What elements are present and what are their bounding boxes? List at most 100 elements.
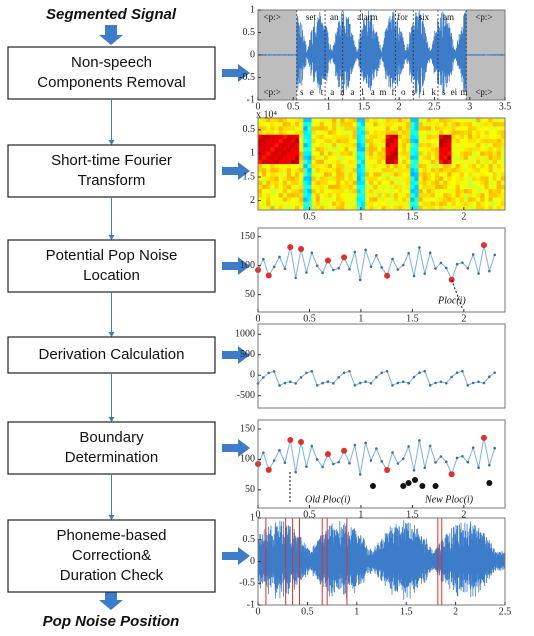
- spectrogram-cell: [472, 134, 477, 140]
- spectrogram-cell: [315, 176, 321, 182]
- series-point: [471, 381, 475, 385]
- spectrogram-cell: [484, 134, 490, 140]
- spectrogram-cell: [455, 159, 461, 165]
- spectrogram-cell: [439, 193, 444, 198]
- spectrogram-cell: [476, 134, 481, 140]
- spectrogram-cell: [299, 130, 304, 136]
- series-point: [444, 266, 448, 270]
- spectrogram-cell: [476, 205, 481, 211]
- spectrogram-cell: [410, 126, 415, 132]
- spectrogram-cell: [463, 159, 469, 165]
- spectrogram-cell: [439, 164, 444, 169]
- spectrogram-cell: [418, 189, 424, 194]
- spectrogram-cell: [406, 193, 411, 198]
- spectrogram-cell: [340, 143, 345, 148]
- spectrogram-cell: [467, 138, 473, 144]
- spectrogram-cell: [344, 147, 350, 152]
- spectrogram-cell: [496, 138, 502, 144]
- spectrogram-cell: [496, 201, 502, 207]
- spectrogram-cell: [282, 155, 288, 161]
- spectrogram-cell: [488, 138, 494, 144]
- spectrogram-cell: [315, 147, 321, 152]
- spectrogram-cell: [463, 147, 469, 152]
- spectrogram-cell: [422, 164, 428, 169]
- spectrogram-cell: [360, 164, 366, 169]
- spectrogram-cell: [484, 184, 490, 190]
- plot-content: Old Ploc(i) New Ploc(i): [255, 434, 497, 505]
- spectrogram-cell: [315, 168, 321, 173]
- spectrogram-cell: [459, 205, 465, 211]
- x-tick-label: 3.5: [499, 101, 512, 112]
- spectrogram-cell: [439, 184, 444, 190]
- spectrogram-cell: [385, 151, 391, 157]
- spectrogram-cell: [323, 193, 329, 198]
- spectrogram-cell: [385, 164, 391, 169]
- spectrogram-cell: [344, 205, 350, 211]
- spectrogram-cell: [443, 147, 448, 152]
- spectrogram-cell: [410, 184, 415, 190]
- x-tick-label: 0: [256, 509, 261, 520]
- spectrogram-cell: [443, 122, 448, 127]
- spectrogram-cell: [295, 151, 300, 157]
- spectrogram-cell: [406, 122, 411, 127]
- spectrogram-cell: [360, 189, 366, 194]
- spectrogram-cell: [270, 147, 275, 152]
- spectrogram-cell: [266, 180, 271, 186]
- spectrogram-cell: [385, 201, 391, 207]
- spectrogram-cell: [303, 159, 308, 165]
- spectrogram-cell: [385, 126, 391, 132]
- spectrogram-cell: [422, 126, 428, 132]
- spectrogram-cell: [286, 159, 292, 165]
- spectrogram-cell: [459, 118, 465, 123]
- spectrogram-cell: [295, 138, 300, 144]
- spectrogram-cell: [410, 134, 415, 140]
- step-label: Derivation Calculation: [39, 346, 185, 363]
- step-box: [7, 144, 216, 198]
- spectrogram-cell: [426, 118, 432, 123]
- spectrogram-cell: [295, 118, 300, 123]
- spectrogram-cell: [463, 176, 469, 182]
- spectrogram-cell: [319, 172, 325, 178]
- y-tick-label: 1: [250, 512, 255, 523]
- spectrogram-cell: [459, 155, 465, 161]
- spectrogram-cell: [365, 134, 370, 140]
- spectrogram-cell: [340, 180, 345, 186]
- series-point: [428, 384, 432, 387]
- spectrogram-cell: [282, 159, 288, 165]
- spectrogram-cell: [459, 159, 465, 165]
- spectrogram-cell: [393, 143, 399, 148]
- spectrogram-cell: [319, 193, 325, 198]
- spectrogram-cell: [303, 130, 308, 136]
- spectrogram-cell: [356, 164, 362, 169]
- spectrogram-cell: [480, 164, 485, 169]
- spectrogram-cell: [480, 147, 485, 152]
- right-arrow: [222, 162, 250, 180]
- spectrogram-cell: [385, 130, 391, 136]
- spectrogram-cell: [459, 184, 465, 190]
- spectrogram-cell: [430, 193, 436, 198]
- spectrogram-cell: [422, 155, 428, 161]
- spectrogram-cell: [373, 122, 378, 127]
- spectrogram-cell: [500, 151, 506, 157]
- spectrogram-cell: [463, 118, 469, 123]
- plot-content: <p:> set an alarm for six am <p:><p:> s e t a n a l a m f…: [257, 10, 506, 100]
- series-point: [321, 381, 324, 385]
- spectrogram-cell: [307, 155, 313, 161]
- spectrogram-cell: [319, 180, 325, 186]
- spectrogram-cell: [418, 164, 424, 169]
- spectrogram-cell: [270, 205, 275, 211]
- spectrogram-cell: [258, 189, 263, 194]
- spectrogram-cell: [397, 205, 403, 211]
- series-point: [305, 371, 308, 375]
- spectrogram-cell: [270, 172, 275, 178]
- new-point: [486, 480, 493, 486]
- spectrogram-cell: [443, 155, 448, 161]
- spectrogram-cell: [299, 197, 304, 203]
- spectrogram-cell: [406, 197, 411, 203]
- spectrogram-cell: [270, 134, 275, 140]
- spectrogram-cell: [340, 159, 345, 165]
- spectrogram-cell: [323, 176, 329, 182]
- spectrogram-cell: [484, 126, 490, 132]
- spectrogram-cell: [488, 126, 494, 132]
